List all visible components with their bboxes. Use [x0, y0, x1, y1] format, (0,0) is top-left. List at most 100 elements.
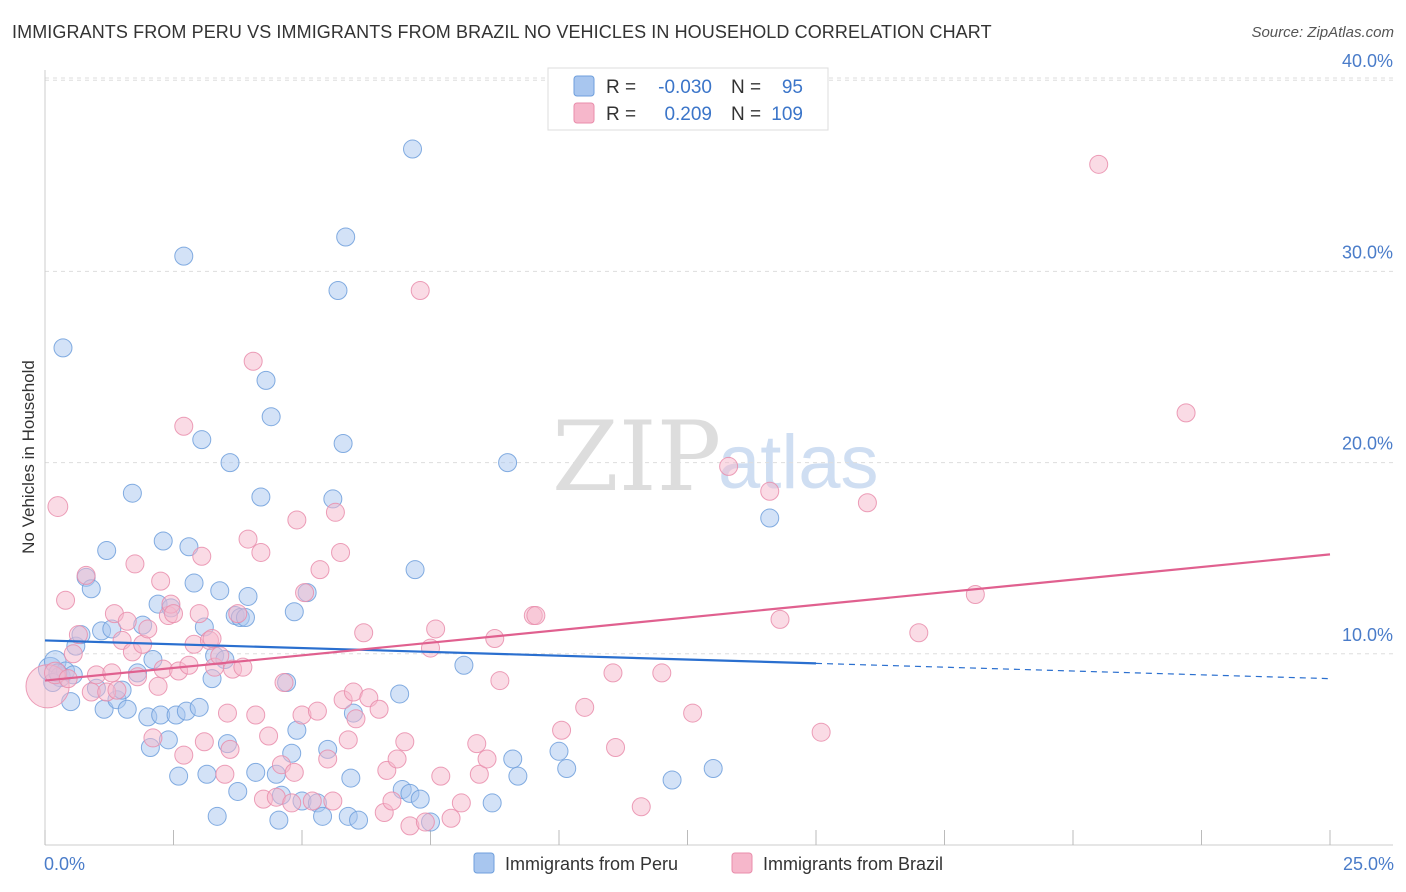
brazil-point	[469, 764, 489, 784]
bottom-legend-swatch-peru	[473, 852, 495, 874]
brazil-point	[194, 732, 214, 752]
legend: R = -0.030 N = 95 R = 0.209 N = 109	[547, 67, 829, 131]
brazil-point	[603, 663, 623, 683]
brazil-point	[354, 623, 374, 643]
brazil-point	[323, 791, 343, 811]
brazil-point	[770, 609, 790, 629]
bottom-legend: Immigrants from Peru Immigrants from Bra…	[473, 852, 943, 874]
legend-peru-n-value: 95	[782, 77, 803, 98]
brazil-point	[202, 629, 222, 649]
peru-point	[192, 430, 212, 450]
brazil-point	[76, 565, 96, 585]
brazil-point	[909, 623, 929, 643]
peru-trendline-extension	[815, 662, 1331, 680]
peru-point	[197, 764, 217, 784]
watermark-zip: ZIP	[552, 401, 721, 513]
peru-point	[251, 487, 271, 507]
chart-source: Source: ZipAtlas.com	[1251, 24, 1394, 41]
brazil-point	[331, 542, 351, 562]
brazil-point	[811, 722, 831, 742]
brazil-point	[220, 739, 240, 759]
peru-point	[341, 768, 361, 788]
brazil-point	[189, 604, 209, 624]
peru-point	[179, 537, 199, 557]
peru-point	[210, 581, 230, 601]
peru-point	[760, 508, 780, 528]
peru-point	[207, 806, 227, 826]
brazil-point	[410, 281, 430, 301]
peru-point	[662, 770, 682, 790]
peru-point	[238, 586, 258, 606]
brazil-point	[238, 529, 258, 549]
peru-point	[405, 560, 425, 580]
peru-point	[220, 453, 240, 473]
brazil-point	[467, 734, 487, 754]
brazil-point	[287, 510, 307, 530]
brazil-point	[117, 611, 137, 631]
legend-swatch-brazil	[573, 102, 595, 124]
brazil-point	[395, 732, 415, 752]
peru-point	[117, 699, 137, 719]
brazil-trendline	[44, 553, 1331, 682]
peru-point	[557, 759, 577, 779]
brazil-point	[295, 583, 315, 603]
legend-brazil-r-value: 0.209	[664, 104, 712, 125]
brazil-point	[606, 737, 626, 757]
watermark: ZIP atlas	[552, 401, 879, 513]
peru-point	[246, 762, 266, 782]
y-tick-label-30: 30.0%	[1342, 242, 1393, 262]
peru-point	[184, 573, 204, 593]
brazil-point	[552, 720, 572, 740]
brazil-point	[174, 745, 194, 765]
y-tick-labels: 10.0% 20.0% 30.0% 40.0%	[1342, 51, 1393, 645]
brazil-point	[174, 416, 194, 436]
peru-trendline	[44, 639, 817, 665]
peru-point	[503, 749, 523, 769]
legend-box	[547, 67, 829, 131]
brazil-point	[151, 571, 171, 591]
brazil-point	[451, 793, 471, 813]
legend-peru-r-label: R =	[606, 77, 636, 98]
peru-point	[328, 281, 348, 301]
brazil-point	[338, 730, 358, 750]
peru-point	[349, 810, 369, 830]
brazil-point	[369, 699, 389, 719]
brazil-point	[307, 701, 327, 721]
peru-point	[333, 433, 353, 453]
brazil-point	[63, 644, 83, 664]
brazil-point	[284, 762, 304, 782]
legend-brazil-n-label: N =	[731, 104, 761, 125]
x-tick-label-max: 25.0%	[1343, 854, 1394, 874]
brazil-point	[148, 676, 168, 696]
legend-peru-r-value: -0.030	[658, 77, 712, 98]
brazil-point	[431, 766, 451, 786]
brazil-point	[477, 749, 497, 769]
peru-point	[153, 531, 173, 551]
brazil-point	[857, 493, 877, 513]
brazil-point	[143, 728, 163, 748]
y-tick-label-20: 20.0%	[1342, 434, 1393, 454]
brazil-point	[243, 351, 263, 371]
peru-point	[228, 781, 248, 801]
brazil-point	[526, 606, 546, 626]
trendlines	[44, 553, 1331, 682]
brazil-point	[215, 764, 235, 784]
y-tick-label-40: 40.0%	[1342, 51, 1393, 71]
y-axis-label: No Vehicles in Household	[19, 360, 38, 554]
brazil-point	[125, 554, 145, 574]
brazil-point	[382, 791, 402, 811]
series-brazil-points	[25, 154, 1196, 836]
peru-point	[403, 139, 423, 159]
brazil-point	[228, 604, 248, 624]
legend-swatch-peru	[573, 75, 595, 97]
peru-point	[269, 810, 289, 830]
peru-point	[336, 227, 356, 247]
brazil-point	[760, 481, 780, 501]
peru-point	[122, 483, 142, 503]
peru-point	[454, 655, 474, 675]
brazil-point	[441, 808, 461, 828]
brazil-point	[251, 542, 271, 562]
peru-point	[549, 741, 569, 761]
y-tick-label-10: 10.0%	[1342, 625, 1393, 645]
